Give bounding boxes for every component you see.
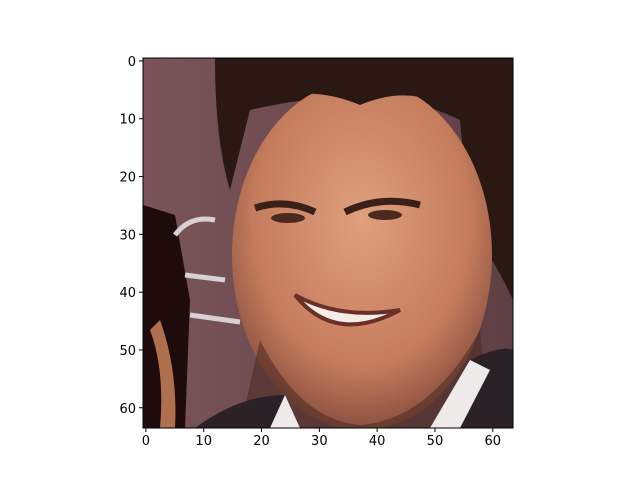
y-tick-label: 10 [119,113,136,128]
y-tick-label: 0 [128,55,136,70]
y-tick-label: 30 [119,228,136,243]
eyebrows [253,197,421,216]
y-tick-label: 20 [119,171,136,186]
x-tick-label: 30 [311,434,328,449]
left-person [143,205,190,428]
left-eye [271,213,305,223]
y-tick-label: 60 [119,402,136,417]
hairline [250,70,462,120]
x-tick-label: 20 [253,434,270,449]
y-tick-label: 40 [119,286,136,301]
left-person-skin [150,320,176,428]
x-tick-label: 50 [427,434,444,449]
beard [240,330,490,428]
face [232,80,492,428]
x-tick-label: 40 [369,434,386,449]
background-logo [173,216,241,325]
smile [293,293,401,327]
axes-frame [142,57,514,429]
x-tick-label: 10 [195,434,212,449]
x-tick-label: 60 [484,434,501,449]
x-tick-label: 0 [142,434,150,449]
y-tick-label: 50 [119,344,136,359]
right-eye [368,210,402,220]
jacket [195,348,513,428]
collar [270,360,490,428]
hair [215,58,513,300]
image [143,58,513,428]
